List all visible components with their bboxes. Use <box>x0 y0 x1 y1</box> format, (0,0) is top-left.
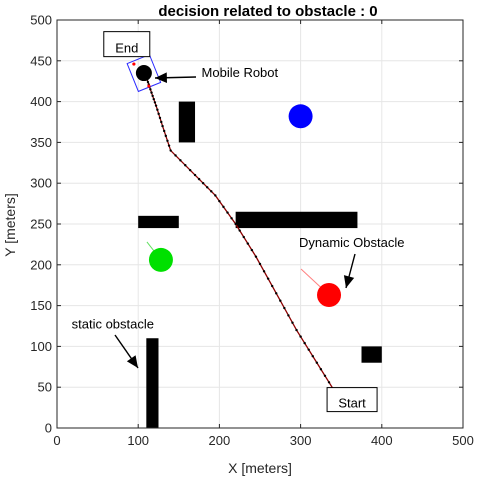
static-obstacle <box>361 346 382 363</box>
robot-path-point <box>222 205 225 209</box>
robot <box>135 65 152 82</box>
y-tick-label: 300 <box>30 176 52 191</box>
static-obstacle <box>146 338 159 428</box>
x-tick-label: 300 <box>290 433 312 448</box>
annotation-static-obstacle: static obstacle <box>72 316 154 331</box>
robot-path-point <box>319 368 323 371</box>
robot-path-point <box>150 91 153 94</box>
robot-path-point <box>154 104 158 107</box>
x-tick-label: 0 <box>53 433 60 448</box>
x-tick-label: 200 <box>209 433 231 448</box>
robot-path-point <box>283 306 286 310</box>
robot-sensor-dot <box>132 62 136 66</box>
robot-path-point <box>166 139 169 142</box>
robot-path-point <box>157 112 160 116</box>
y-axis-label: Y [meters] <box>2 193 18 257</box>
robot-path-point <box>311 354 314 358</box>
robot-path-point <box>158 116 162 120</box>
static-obstacle <box>235 211 358 229</box>
robot-path-point <box>179 159 182 162</box>
robot-sensor-dot <box>147 84 151 88</box>
robot-path-point <box>303 341 306 345</box>
annotation-dynamic-obstacle: Dynamic Obstacle <box>299 235 404 250</box>
robot-path-point <box>184 164 187 167</box>
robot-path-point <box>226 211 229 214</box>
annotation-end: End <box>115 41 138 56</box>
robot-path-point <box>169 149 172 152</box>
robot-path-point <box>206 186 209 189</box>
robot-path-point <box>160 120 163 124</box>
robot-path-point <box>242 235 245 239</box>
x-axis-label: X [meters] <box>228 460 292 476</box>
y-tick-label: 0 <box>45 421 52 436</box>
y-tick-label: 100 <box>30 339 52 354</box>
y-tick-label: 450 <box>30 53 52 68</box>
y-tick-label: 400 <box>30 94 52 109</box>
robot-path-point <box>258 262 262 266</box>
y-tick-label: 150 <box>30 298 52 313</box>
arrow-mobile-robot-head <box>155 72 167 84</box>
x-tick-label: 100 <box>127 433 149 448</box>
robot-path-point <box>149 88 152 91</box>
robot-path-point <box>327 381 331 384</box>
robot-path-point <box>164 134 168 138</box>
robot-path-point <box>218 199 221 203</box>
arrow-dynamic-obstacle-head <box>343 275 355 288</box>
robot-path-point <box>266 277 270 280</box>
robot-path-point <box>146 80 150 84</box>
robot-path-point <box>151 94 154 98</box>
y-tick-label: 350 <box>30 135 52 150</box>
robot-path-point <box>299 335 302 338</box>
y-tick-label: 500 <box>30 13 52 28</box>
robot-path-point <box>161 124 164 128</box>
robot-path-point <box>188 168 192 172</box>
robot-path-point <box>275 292 278 295</box>
plot-area: 0 100 200 300 400 500 0 50 100 150 200 250 300 350 400… <box>30 13 474 449</box>
static-obstacle <box>178 101 196 143</box>
robot-path-point <box>315 361 319 364</box>
robot-path-point <box>295 328 298 332</box>
y-tick-label: 200 <box>30 257 52 272</box>
y-tick-label: 50 <box>38 380 52 395</box>
x-tick-label: 400 <box>371 433 393 448</box>
robot-path-point <box>230 217 233 220</box>
annotation-start-box <box>326 387 378 413</box>
dynamic-obstacle <box>317 282 342 307</box>
robot-path-point <box>197 177 201 181</box>
robot-path-point <box>214 194 217 197</box>
robot-path-point <box>279 299 282 302</box>
annotation-start: Start <box>338 396 366 411</box>
robot-path-point <box>193 173 197 177</box>
robot-path-point <box>152 97 155 101</box>
robot-path-point <box>201 182 205 185</box>
robot-path-point <box>287 314 290 317</box>
robot-path-point <box>153 101 157 104</box>
static-obstacle <box>138 215 179 229</box>
robot-path-point <box>262 270 266 273</box>
x-tick-label: 500 <box>452 433 474 448</box>
robot-path-point <box>323 374 327 377</box>
annotation-mobile-robot: Mobile Robot <box>202 65 279 80</box>
robot-path-point <box>156 108 159 111</box>
robot-path-point <box>307 348 310 351</box>
robot-path-point <box>210 190 213 193</box>
arrow-static-obstacle-head <box>126 355 138 368</box>
robot-path-point <box>174 154 177 157</box>
robot-path-point <box>291 321 294 324</box>
chart-title: decision related to obstacle : 0 <box>158 3 377 20</box>
dynamic-obstacle <box>288 104 313 129</box>
dynamic-obstacle <box>148 247 173 272</box>
robot-path-point <box>234 222 237 226</box>
robot-path-point <box>250 248 254 252</box>
robot-path-point <box>270 284 274 288</box>
annotation-end-box <box>103 31 151 58</box>
robot-path-point <box>246 242 250 245</box>
robot-path-point <box>254 255 258 258</box>
y-tick-label: 250 <box>30 217 52 232</box>
robot-path-point <box>238 229 241 232</box>
robot-path-point <box>167 144 171 147</box>
robot-path-point <box>162 129 166 133</box>
